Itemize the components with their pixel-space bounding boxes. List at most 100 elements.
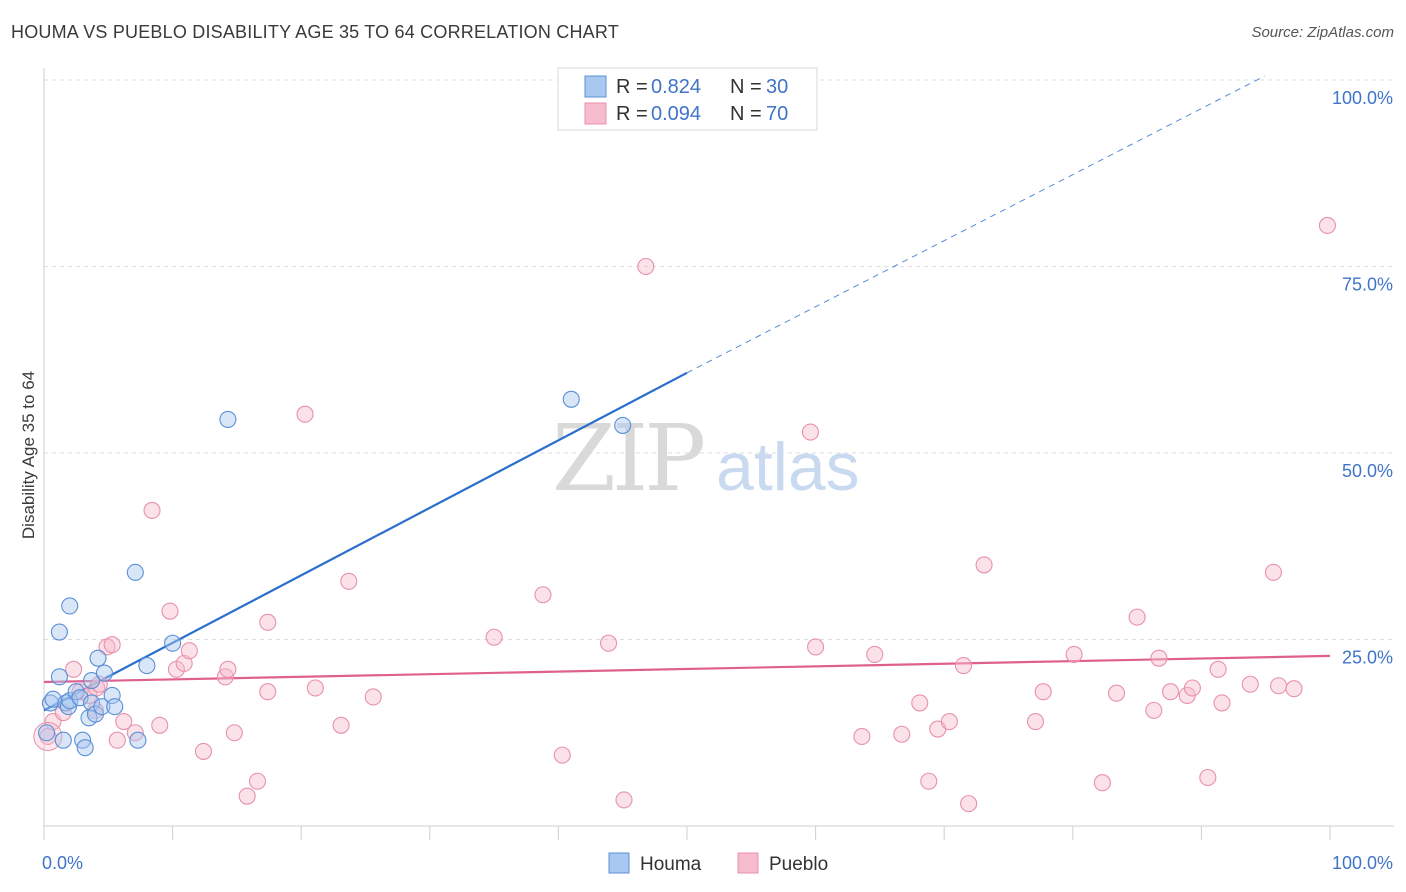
pueblo-point	[1285, 680, 1303, 698]
bottom-legend-houma-swatch	[608, 852, 630, 874]
houma-point	[219, 410, 237, 428]
pueblo-point	[1241, 675, 1259, 693]
pueblo-point	[90, 675, 108, 693]
pueblo-point	[1161, 683, 1180, 701]
x-tick-label: 100.0%	[1332, 853, 1393, 873]
y-tick-labels: 25.0% 50.0% 75.0% 100.0%	[1332, 88, 1393, 668]
houma-point	[83, 694, 101, 712]
pueblo-point	[194, 742, 213, 760]
pueblo-point-cluster	[33, 721, 63, 751]
houma-trend-line	[43, 75, 1265, 712]
houma-point	[95, 664, 113, 682]
pueblo-point	[296, 405, 314, 423]
houma-point	[59, 698, 77, 716]
pueblo-point	[1318, 216, 1336, 235]
pueblo-point	[1093, 774, 1111, 792]
pueblo-point	[801, 423, 820, 441]
pueblo-point	[180, 642, 198, 660]
pueblo-point	[911, 694, 929, 712]
pueblo-point	[615, 791, 633, 809]
pueblo-point	[340, 572, 358, 590]
pueblo-point	[332, 716, 350, 734]
houma-point	[50, 623, 68, 641]
houma-point	[61, 597, 79, 615]
y-tick-label: 25.0%	[1342, 648, 1393, 668]
legend-houma-r-label: R =	[616, 76, 648, 98]
pueblo-point	[219, 660, 237, 678]
bottom-legend-pueblo-label: Pueblo	[769, 854, 828, 875]
pueblo-trend-line	[43, 654, 1331, 684]
chart-title: HOUMA VS PUEBLO DISABILITY AGE 35 TO 64 …	[11, 22, 619, 42]
pueblo-point	[534, 586, 552, 604]
pueblo-point	[1128, 608, 1146, 626]
houma-point	[61, 692, 79, 710]
pueblo-trend-solid	[43, 654, 1331, 684]
houma-point	[44, 690, 62, 708]
pueblo-point	[175, 654, 193, 672]
legend-houma-n-value: 30	[766, 76, 788, 98]
houma-point	[103, 686, 121, 705]
x-tick-labels: 0.0% 100.0%	[42, 853, 1393, 873]
houma-point	[106, 698, 124, 716]
pueblo-point	[108, 731, 126, 749]
pueblo-point	[1145, 701, 1163, 719]
pueblo-point	[920, 772, 938, 790]
pueblo-point	[940, 713, 958, 731]
bottom-legend-pueblo-swatch	[737, 852, 759, 874]
pueblo-point	[364, 688, 382, 706]
pueblo-point	[975, 556, 993, 574]
grid-lines	[44, 79, 1394, 640]
pueblo-point	[143, 501, 161, 519]
houma-point	[126, 563, 144, 581]
watermark-atlas: atlas	[716, 429, 860, 505]
pueblo-point	[1264, 563, 1282, 581]
houma-point	[562, 390, 580, 408]
y-tick-label: 75.0%	[1342, 275, 1393, 295]
pueblo-point	[1034, 683, 1052, 701]
y-tick-label: 50.0%	[1342, 461, 1393, 481]
pueblo-point	[960, 795, 978, 813]
pueblo-point	[853, 727, 871, 746]
pueblo-point	[1199, 768, 1217, 787]
watermark-zip: ZIP	[552, 405, 703, 512]
y-axis-label: Disability Age 35 to 64	[19, 371, 38, 539]
houma-point	[83, 671, 101, 690]
y-tick-label: 100.0%	[1332, 88, 1393, 108]
pueblo-point	[637, 257, 655, 276]
pueblo-point	[1213, 694, 1231, 712]
pueblo-point	[115, 713, 133, 731]
pueblo-point	[65, 660, 83, 678]
pueblo-point	[1026, 713, 1045, 731]
source-label: Source: ZipAtlas.com	[1251, 24, 1394, 41]
pueblo-point	[1183, 679, 1201, 697]
houma-point	[38, 724, 56, 742]
pueblo-point	[103, 636, 121, 654]
pueblo-point	[225, 724, 243, 742]
houma-point	[164, 634, 182, 652]
pueblo-point	[248, 772, 267, 790]
houma-point	[138, 657, 156, 675]
legend-pueblo-r-value: 0.094	[651, 103, 701, 125]
legend-pueblo-n-label: N =	[730, 103, 762, 125]
pueblo-point	[866, 645, 884, 663]
x-tick-label: 0.0%	[42, 853, 83, 873]
houma-trend-dashed	[686, 75, 1265, 374]
bottom-legend: Houma Pueblo	[608, 852, 828, 875]
axes	[43, 68, 1394, 840]
pueblo-point	[1209, 660, 1227, 678]
pueblo-point	[259, 613, 277, 631]
pueblo-point	[151, 716, 169, 734]
houma-trend-solid	[43, 371, 688, 712]
houma-points	[38, 390, 632, 757]
legend-pueblo-n-value: 70	[766, 103, 788, 125]
pueblo-point	[485, 628, 503, 646]
houma-point	[50, 668, 68, 686]
pueblo-point	[1107, 684, 1126, 702]
pueblo-point	[161, 602, 179, 620]
legend-houma-n-label: N =	[730, 76, 762, 98]
houma-point	[129, 731, 147, 749]
pueblo-point	[306, 679, 324, 697]
houma-point	[93, 698, 111, 716]
pueblo-point	[893, 725, 911, 743]
